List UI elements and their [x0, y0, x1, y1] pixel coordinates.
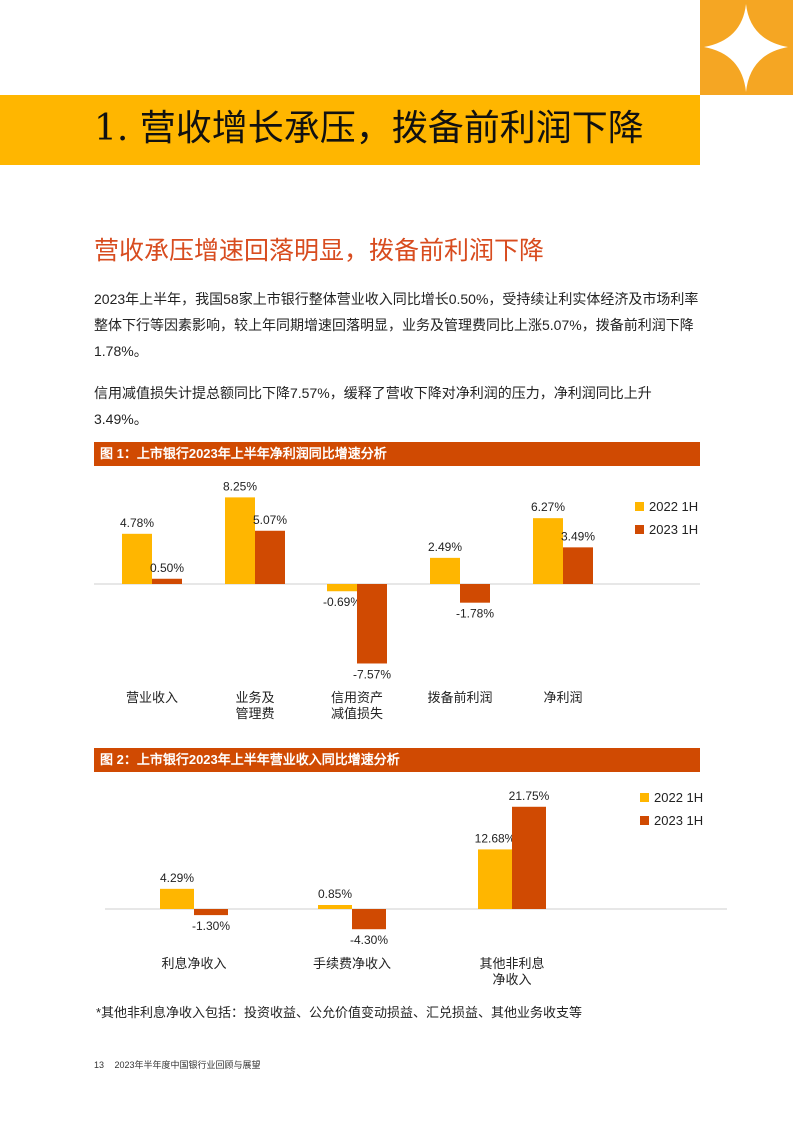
- category-label-0: 利息净收入: [161, 956, 226, 971]
- paragraph-2: 信用减值损失计提总额同比下降7.57%，缓释了营收下降对净利润的压力，净利润同比…: [94, 385, 652, 427]
- footnote: *其他非利息净收入包括：投资收益、公允价值变动损益、汇兑损益、其他业务收支等: [96, 1005, 583, 1020]
- category-label-2-line0: 信用资产: [331, 690, 383, 705]
- bar-2022-3: [430, 557, 460, 584]
- bar-2022-2: [478, 849, 512, 909]
- bar-2023-4: [563, 547, 593, 584]
- bar-2022-4: [533, 518, 563, 584]
- legend-swatch-2023: [640, 816, 649, 825]
- data-label-2023-0: -1.30%: [192, 919, 230, 933]
- category-label-2-line1: 净收入: [492, 972, 531, 987]
- category-label-3: 拨备前利润: [427, 690, 492, 705]
- legend-swatch-2022: [640, 793, 649, 802]
- category-label-1-line0: 业务及: [235, 690, 274, 705]
- data-label-2022-4: 6.27%: [531, 500, 565, 514]
- data-label-2023-3: -1.78%: [456, 607, 494, 621]
- paragraph-1: 2023年上半年，我国58家上市银行整体营业收入同比增长0.50%，受持续让利实…: [94, 291, 699, 359]
- data-label-2022-0: 4.78%: [120, 516, 154, 530]
- bar-2022-2: [327, 584, 357, 592]
- data-label-2022-3: 2.49%: [428, 540, 462, 554]
- bar-2022-0: [122, 533, 152, 584]
- sparkle-icon: [704, 4, 788, 92]
- page-title: 1. 营收增长承压，拨备前利润下降: [94, 108, 644, 149]
- category-label-2-line1: 减值损失: [331, 706, 383, 721]
- bar-2023-0: [194, 909, 228, 916]
- figure-1-header: 图 1：上市银行2023年上半年净利润同比增速分析: [94, 442, 700, 466]
- data-label-2022-1: 0.85%: [318, 887, 352, 901]
- category-label-2-line0: 其他非利息: [479, 956, 544, 971]
- figure-1-chart: 4.78% 0.50% 营业收入 8.25% 5.07% 业务及管理费 -0.69% -7.5…: [94, 479, 700, 721]
- category-label-1: 手续费净收入: [313, 956, 391, 971]
- data-label-2022-2: -0.69%: [323, 595, 361, 609]
- title-band: 1. 营收增长承压，拨备前利润下降: [0, 95, 700, 165]
- legend-label-2022: 2022 1H: [654, 790, 703, 805]
- figure-2-header: 图 2：上市银行2023年上半年营业收入同比增速分析: [94, 748, 700, 772]
- figure-2-chart: 4.29% -1.30% 利息净收入 0.85% -4.30% 手续费净收入 12.68% 2…: [105, 789, 727, 987]
- section-subheading: 营收承压增速回落明显，拨备前利润下降: [94, 237, 545, 265]
- bar-2022-1: [318, 905, 352, 909]
- page-footer: 13 2023年半年度中国银行业回顾与展望: [94, 1058, 261, 1071]
- legend-swatch-2023: [635, 525, 644, 534]
- bar-2023-2: [512, 806, 546, 909]
- data-label-2023-0: 0.50%: [150, 561, 184, 575]
- category-label-1-line1: 管理费: [235, 706, 274, 721]
- page-number: 13: [94, 1060, 105, 1070]
- bar-2023-1: [352, 909, 386, 930]
- legend-swatch-2022: [635, 502, 644, 511]
- data-label-2023-4: 3.49%: [561, 529, 595, 543]
- legend-label-2023: 2023 1H: [649, 522, 698, 537]
- bar-2022-0: [160, 888, 194, 909]
- data-label-2023-1: 5.07%: [253, 513, 287, 527]
- bar-2023-1: [255, 530, 285, 584]
- footer-text: 2023年半年度中国银行业回顾与展望: [114, 1060, 261, 1070]
- corner-decoration: [700, 0, 793, 95]
- bar-2022-1: [225, 497, 255, 584]
- data-label-2022-1: 8.25%: [223, 479, 257, 493]
- category-label-4: 净利润: [543, 690, 582, 705]
- bar-2023-0: [152, 578, 182, 584]
- legend-label-2023: 2023 1H: [654, 813, 703, 828]
- bar-2023-2: [357, 584, 387, 664]
- data-label-2023-2: -7.57%: [353, 667, 391, 681]
- data-label-2022-2: 12.68%: [475, 831, 516, 845]
- category-label-0: 营业收入: [126, 690, 178, 705]
- data-label-2023-2: 21.75%: [509, 789, 550, 803]
- data-label-2023-1: -4.30%: [350, 933, 388, 947]
- data-label-2022-0: 4.29%: [160, 871, 194, 885]
- legend-label-2022: 2022 1H: [649, 499, 698, 514]
- bar-2023-3: [460, 584, 490, 603]
